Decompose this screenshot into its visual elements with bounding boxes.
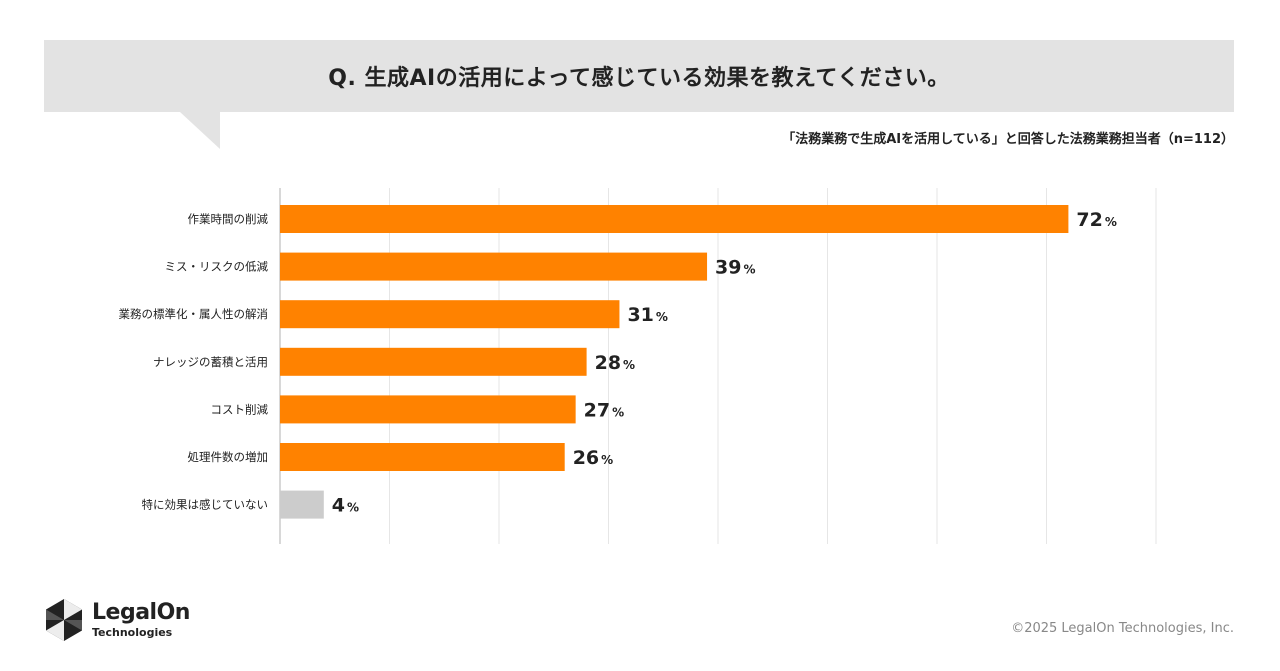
category-label: ナレッジの蓄積と活用 <box>153 355 268 369</box>
data-label-unit: % <box>601 453 613 467</box>
data-label-unit: % <box>623 358 635 372</box>
speech-bubble-tail <box>180 112 220 149</box>
data-label: 26% <box>573 447 613 469</box>
bar <box>280 490 324 519</box>
bar <box>280 347 587 376</box>
logo-subtitle: Technologies <box>92 626 173 639</box>
data-label: 28% <box>595 352 635 374</box>
logo-wordmark: LegalOn <box>92 600 190 625</box>
bar <box>280 300 620 329</box>
legalon-logo: LegalOn Technologies <box>44 598 190 642</box>
bar <box>280 205 1069 233</box>
bar <box>280 252 708 281</box>
data-label-unit: % <box>347 501 359 515</box>
data-label-unit: % <box>1105 215 1117 229</box>
bar <box>280 395 576 424</box>
data-label: 31% <box>627 304 667 326</box>
data-label: 39% <box>715 257 755 279</box>
category-label: 処理件数の増加 <box>188 450 269 464</box>
data-label: 72% <box>1076 209 1116 231</box>
bar <box>280 443 565 471</box>
category-label: 業務の標準化・属人性の解消 <box>119 307 269 321</box>
category-label: 特に効果は感じていない <box>142 498 269 512</box>
data-label-unit: % <box>612 405 624 419</box>
question-title: Q. 生成AIの活用によって感じている効果を教えてください。 <box>328 66 950 91</box>
data-label-unit: % <box>656 310 668 324</box>
legalon-logo-icon <box>46 599 82 641</box>
copyright-text: ©2025 LegalOn Technologies, Inc. <box>1011 621 1234 636</box>
category-label: 作業時間の削減 <box>188 212 269 226</box>
sample-note: 「法務業務で生成AIを活用している」と回答した法務業務担当者（n=112） <box>782 132 1234 147</box>
data-label: 4% <box>332 495 359 517</box>
category-label: ミス・リスクの低減 <box>165 260 269 274</box>
category-label: コスト削減 <box>211 402 269 416</box>
question-banner: Q. 生成AIの活用によって感じている効果を教えてください。 <box>44 40 1234 112</box>
data-label-unit: % <box>744 263 756 277</box>
data-label: 27% <box>584 399 624 421</box>
